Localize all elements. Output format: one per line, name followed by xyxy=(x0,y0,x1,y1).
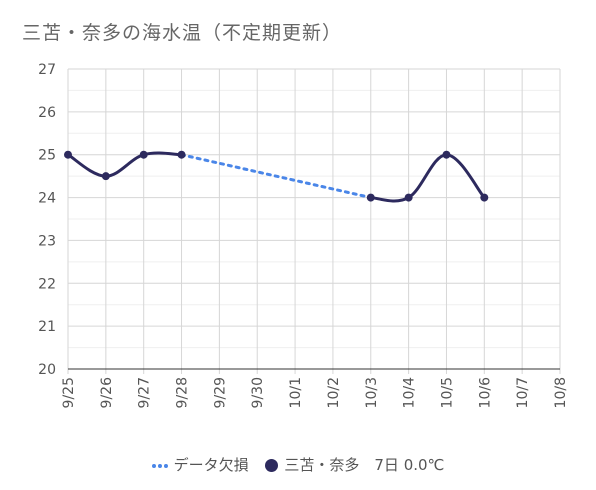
axis-layer: 20 21 22 23 24 25 26 27 9/25 9/26 9/27 9/28 9/29 9/30… xyxy=(38,62,569,408)
legend-label-missing: データ欠損 xyxy=(173,456,249,474)
x-tick-label: 10/8 xyxy=(553,377,569,408)
data-point xyxy=(480,193,489,202)
y-tick-label: 27 xyxy=(38,62,56,78)
x-tick-label: 9/26 xyxy=(99,377,115,409)
x-tick-label: 10/6 xyxy=(477,377,493,409)
legend-label-temperature: 三苫・奈多 7日 0.0℃ xyxy=(284,456,445,474)
y-tick-label: 20 xyxy=(38,362,56,378)
legend-item-temperature[interactable]: 三苫・奈多 7日 0.0℃ xyxy=(265,454,444,475)
legend: データ欠損 三苫・奈多 7日 0.0℃ xyxy=(0,454,596,475)
x-tick-label: 10/3 xyxy=(364,377,380,408)
temperature-line xyxy=(369,153,486,203)
data-point xyxy=(139,150,148,159)
x-tick-label: 10/7 xyxy=(515,377,531,408)
x-tick-label: 9/27 xyxy=(137,377,153,408)
data-point xyxy=(442,150,451,159)
data-point xyxy=(404,193,413,202)
legend-item-missing[interactable]: データ欠損 xyxy=(151,454,249,475)
y-tick-label: 24 xyxy=(38,191,56,207)
dotted-line-swatch-icon xyxy=(151,463,168,468)
y-tick-label: 23 xyxy=(38,233,56,249)
line-chart: 20 21 22 23 24 25 26 27 9/25 9/26 9/27 9/28 9/29 9/30… xyxy=(38,62,569,408)
x-tick-label: 10/2 xyxy=(326,377,342,408)
x-tick-label: 9/28 xyxy=(175,377,191,408)
y-tick-label: 26 xyxy=(38,105,56,121)
x-tick-label: 9/30 xyxy=(250,377,266,408)
point-layer xyxy=(64,150,489,202)
x-tick-label: 10/4 xyxy=(402,377,418,409)
data-point xyxy=(177,150,186,159)
grid-layer xyxy=(67,68,561,374)
x-tick-label: 9/29 xyxy=(212,377,228,408)
y-tick-label: 21 xyxy=(38,319,56,335)
data-point xyxy=(366,193,375,202)
series-layer xyxy=(66,151,486,203)
y-tick-label: 22 xyxy=(38,276,56,292)
missing-data-line xyxy=(180,153,373,200)
chart-title: 三苫・奈多の海水温（不定期更新） xyxy=(22,22,343,44)
temperature-line xyxy=(66,151,184,178)
data-point xyxy=(101,172,110,181)
circle-swatch-icon xyxy=(265,459,279,472)
x-tick-label: 10/5 xyxy=(439,377,455,408)
data-point xyxy=(64,150,72,159)
x-tick-label: 9/25 xyxy=(61,377,77,408)
x-tick-label: 10/1 xyxy=(288,377,304,408)
y-tick-label: 25 xyxy=(38,148,56,164)
